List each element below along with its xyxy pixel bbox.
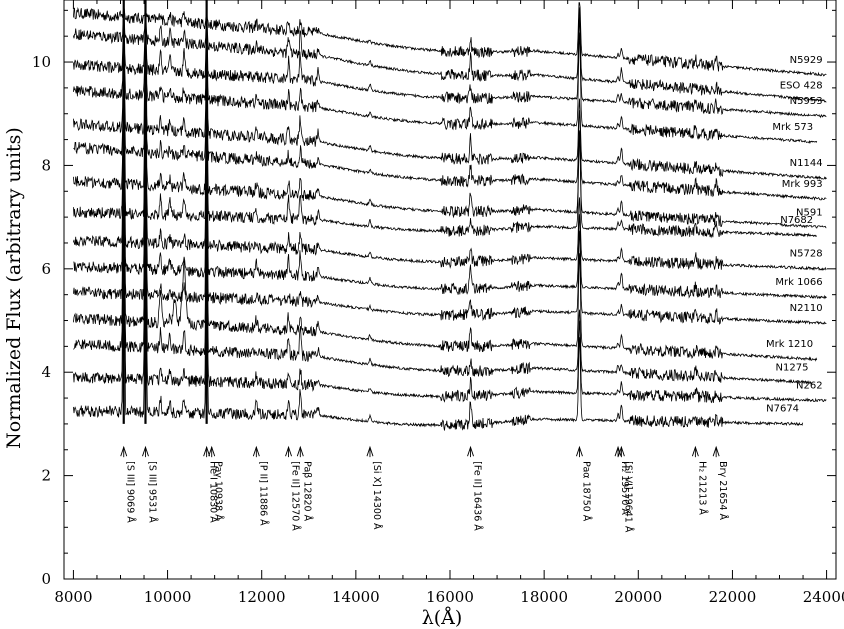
series-label: Mrk 573 bbox=[772, 122, 813, 133]
line-id-annotation: Paα 18750 Å bbox=[576, 445, 592, 522]
arrow-marker bbox=[120, 445, 128, 457]
line-id-label: [Si VI] 19641 Å bbox=[622, 461, 634, 533]
series-label: N5929 bbox=[790, 55, 823, 66]
series-label: N7674 bbox=[766, 404, 799, 415]
spectrum-line bbox=[73, 74, 804, 431]
series-label: N2110 bbox=[790, 303, 823, 314]
spectrum-line bbox=[73, 17, 827, 272]
spectrum-line bbox=[73, 2, 827, 77]
arrow-marker bbox=[285, 445, 292, 457]
line-id-label: H₂ 21213 Å bbox=[696, 461, 708, 515]
arrow-marker bbox=[712, 445, 720, 457]
line-id-label: H₂ 19570 Å bbox=[619, 461, 631, 515]
series-label: N591 bbox=[796, 207, 823, 218]
y-tick-label: 4 bbox=[41, 363, 51, 381]
series-label: N7682 bbox=[780, 215, 813, 226]
arrow-marker bbox=[617, 445, 625, 457]
line-id-annotation: [Si VI] 19641 Å bbox=[617, 445, 634, 533]
axis-ticks: 8000 10000 12000 14000 16000 18000 20000 22000 2… bbox=[32, 0, 844, 606]
series-label: N5728 bbox=[790, 249, 823, 260]
x-tick-label: 18000 bbox=[520, 588, 568, 606]
arrow-marker bbox=[296, 445, 304, 457]
series-label: Mrk 1210 bbox=[766, 339, 813, 350]
series-label: N5953 bbox=[790, 96, 823, 107]
series-label: N1144 bbox=[790, 158, 823, 169]
arrow-marker bbox=[252, 445, 260, 457]
spectrum-line bbox=[73, 5, 827, 300]
spectrum-line bbox=[73, 43, 813, 385]
series-label: ESO 428 bbox=[780, 81, 823, 92]
spectrum-line bbox=[73, 53, 818, 362]
series-label: Mrk 1066 bbox=[775, 277, 822, 288]
arrow-marker bbox=[366, 445, 374, 457]
y-tick-label: 6 bbox=[41, 260, 51, 278]
spectrum-line bbox=[73, 63, 827, 325]
x-tick-label: 8000 bbox=[54, 588, 92, 606]
series-label: Mrk 993 bbox=[782, 179, 823, 190]
series-layer: N5929 ESO 428 N5953 Mrk 573 N1144 Mrk 993 N591… bbox=[73, 0, 827, 431]
x-axis-label: λ(Å) bbox=[422, 607, 463, 629]
arrow-marker bbox=[203, 445, 211, 457]
arrow-marker bbox=[576, 445, 583, 457]
y-tick-label: 0 bbox=[41, 570, 51, 588]
spectrum-line bbox=[73, 32, 827, 229]
line-id-label: [S III] 9069 Å bbox=[125, 461, 137, 523]
series-label: N1275 bbox=[776, 362, 809, 373]
line-id-annotation: Paγ 10938 Å bbox=[208, 445, 225, 521]
spectrum-line bbox=[73, 5, 827, 181]
line-id-annotation: H₂ 21213 Å bbox=[691, 445, 708, 515]
arrow-marker bbox=[614, 445, 622, 457]
line-id-annotation: [S III] 9069 Å bbox=[120, 445, 137, 523]
line-id-annotation: [Fe II] 12570 Å bbox=[285, 445, 302, 531]
spectrum-line bbox=[73, 26, 818, 239]
arrow-marker bbox=[142, 445, 149, 457]
line-id-label: Brγ 21654 Å bbox=[717, 461, 729, 520]
line-id-annotation: Brγ 21654 Å bbox=[712, 445, 729, 520]
y-tick-label: 10 bbox=[32, 53, 51, 71]
line-id-label: He I 10830 Å bbox=[208, 461, 220, 523]
line-id-label: Paα 18750 Å bbox=[580, 461, 592, 522]
line-id-label: Paβ 12820 Å bbox=[301, 461, 313, 521]
line-id-annotation: Paβ 12820 Å bbox=[296, 445, 313, 522]
line-id-annotation: H₂ 19570 Å bbox=[614, 445, 631, 515]
line-id-label: [S III] 9531 Å bbox=[146, 461, 158, 523]
annotation-layer: [S III] 9069 Å [S III] 9531 Å He I 10830 Å… bbox=[120, 445, 729, 533]
x-tick-label: 14000 bbox=[332, 588, 380, 606]
x-tick-label: 20000 bbox=[614, 588, 662, 606]
spectrum-line bbox=[73, 9, 818, 144]
arrow-marker bbox=[467, 445, 474, 457]
spectrum-line bbox=[73, 56, 827, 404]
y-axis-label: Normalized Flux (arbitrary units) bbox=[3, 127, 25, 449]
line-id-annotation: [P II] 11886 Å bbox=[252, 445, 269, 526]
spectrum-line bbox=[73, 7, 827, 103]
x-tick-label: 12000 bbox=[238, 588, 286, 606]
line-id-label: [Fe II] 12570 Å bbox=[290, 461, 302, 531]
line-id-label: Paγ 10938 Å bbox=[213, 461, 225, 521]
arrow-marker bbox=[691, 445, 699, 457]
spectrum-line bbox=[73, 33, 827, 201]
line-id-annotation: He I 10830 Å bbox=[203, 445, 220, 523]
x-tick-label: 16000 bbox=[426, 588, 474, 606]
line-id-label: [P II] 11886 Å bbox=[257, 461, 269, 526]
line-id-label: [Fe II] 16436 Å bbox=[472, 461, 484, 531]
y-tick-label: 2 bbox=[41, 467, 51, 485]
arrow-marker bbox=[208, 445, 216, 457]
line-id-annotation: [Si X] 14300 Å bbox=[366, 445, 383, 530]
line-id-label: [Si X] 14300 Å bbox=[371, 461, 383, 530]
line-id-annotation: [Fe II] 16436 Å bbox=[467, 445, 484, 531]
y-tick-label: 8 bbox=[41, 156, 51, 174]
x-tick-label: 10000 bbox=[144, 588, 192, 606]
x-tick-label: 22000 bbox=[709, 588, 757, 606]
line-id-annotation: [S III] 9531 Å bbox=[142, 445, 158, 523]
spectrum-line bbox=[73, 11, 827, 119]
series-label: N262 bbox=[796, 380, 823, 391]
